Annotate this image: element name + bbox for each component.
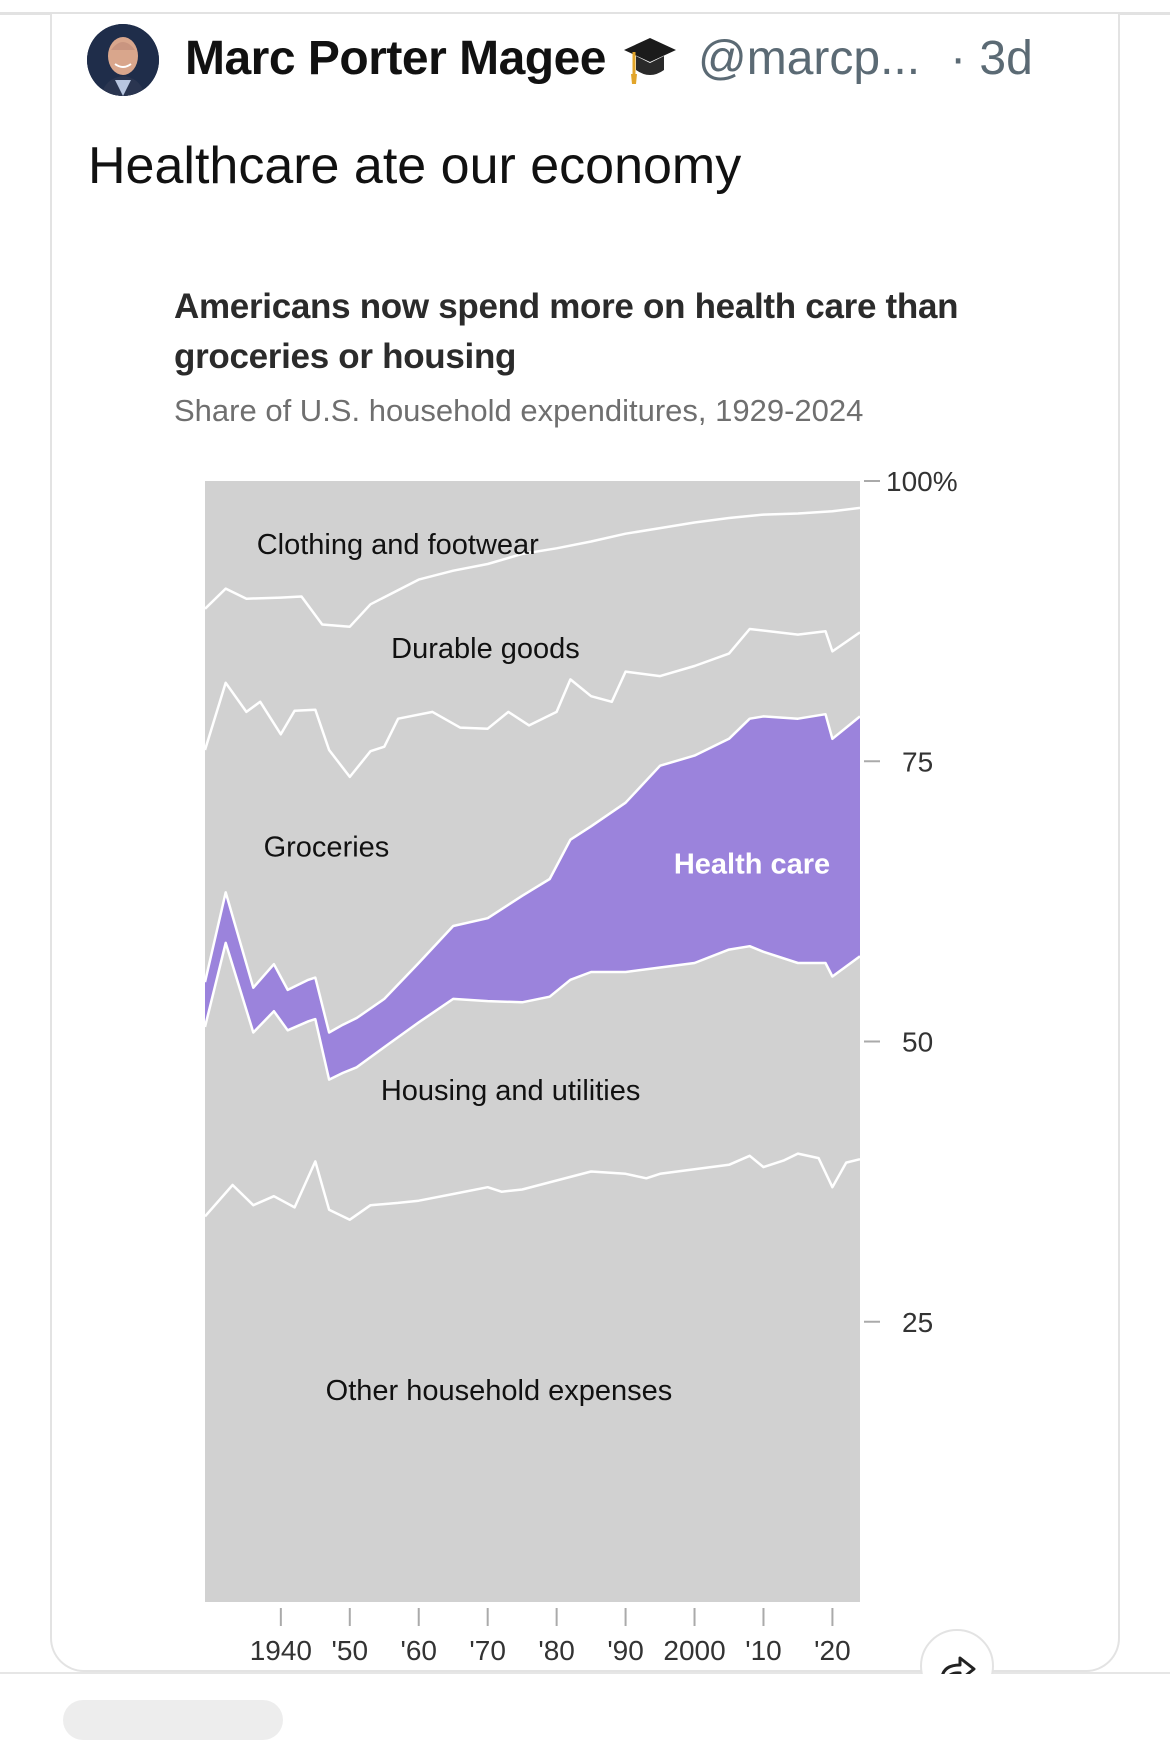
top-divider: [0, 12, 1170, 15]
other-housing-boundary-line: [204, 1152, 861, 1221]
time-ago: 3d: [979, 31, 1033, 85]
bottom-divider: [0, 1672, 1170, 1675]
x-tick-label: '70: [469, 1635, 506, 1666]
series-label-durable-goods: Durable goods: [391, 633, 580, 665]
y-tick-label: 50: [902, 1027, 933, 1058]
post-text: Healthcare ate our economy: [88, 137, 742, 195]
groceries-durable-boundary-line: [203, 627, 861, 779]
series-label-clothing-and-footwear: Clothing and footwear: [257, 529, 539, 561]
separator: ·: [950, 31, 967, 85]
post-header: Marc Porter Magee @marcp... · 3d: [185, 30, 1033, 86]
avatar[interactable]: [87, 24, 159, 96]
chart-title: Americans now spend more on health care …: [174, 287, 959, 376]
chart-subtitle: Share of U.S. household expenditures, 19…: [174, 393, 864, 428]
x-tick-label: '80: [538, 1635, 575, 1666]
y-tick-label: 75: [902, 746, 933, 777]
next-post-placeholder: [63, 1700, 283, 1740]
x-tick-label: '50: [332, 1635, 369, 1666]
series-label-other-household-expenses: Other household expenses: [326, 1375, 673, 1407]
health-care-area: [205, 714, 860, 1080]
y-tick-label: 100%: [886, 466, 958, 497]
avatar-photo-icon: [87, 24, 159, 96]
healthcare-groceries-boundary-line: [203, 712, 861, 1034]
y-tick-label: 25: [902, 1307, 933, 1338]
x-tick-label: '60: [400, 1635, 437, 1666]
x-tick-label: '90: [607, 1635, 644, 1666]
x-tick-label: 2000: [663, 1635, 725, 1666]
author-name[interactable]: Marc Porter Magee: [185, 31, 607, 85]
series-label-housing-and-utilities: Housing and utilities: [381, 1075, 641, 1107]
x-tick-label: '20: [814, 1635, 851, 1666]
graduation-cap-icon: [624, 38, 676, 84]
series-label-groceries: Groceries: [264, 832, 390, 864]
plot-background: [205, 481, 860, 1602]
housing-healthcare-boundary-line: [203, 941, 861, 1081]
durable-clothing-boundary-line: [204, 506, 861, 628]
post-timestamp[interactable]: · 3d: [950, 31, 1033, 86]
x-tick-label: '10: [745, 1635, 782, 1666]
author-handle[interactable]: @marcp...: [698, 31, 921, 85]
x-tick-label: 1940: [250, 1635, 312, 1666]
series-label-health-care: Health care: [674, 848, 830, 880]
